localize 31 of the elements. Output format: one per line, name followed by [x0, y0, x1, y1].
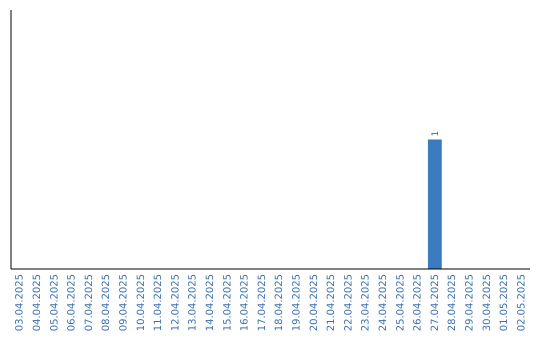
x-tick-label: 17.04.2025: [256, 274, 268, 332]
x-tick-label: 10.04.2025: [136, 274, 147, 332]
x-tick-label: 21.04.2025: [326, 274, 338, 332]
x-tick-label: 26.04.2025: [412, 274, 424, 332]
x-tick-label: 15.04.2025: [222, 274, 234, 332]
x-tick-label: 19.04.2025: [291, 274, 302, 332]
x-tick-label: 05.04.2025: [49, 274, 60, 332]
x-tick-label: 09.04.2025: [118, 274, 130, 332]
x-tick-label: 22.04.2025: [343, 274, 354, 332]
x-tick-label: 02.05.2025: [516, 274, 528, 332]
x-tick-label: 24.04.2025: [378, 274, 389, 332]
x-tick-label: 06.04.2025: [66, 274, 78, 332]
data-label: 1: [430, 130, 441, 136]
x-tick-label: 04.04.2025: [32, 274, 43, 332]
x-tick-label: 14.04.2025: [204, 274, 216, 332]
x-tick-label: 20.04.2025: [308, 274, 320, 332]
x-tick-label: 08.04.2025: [101, 274, 112, 332]
x-tick-label: 01.05.2025: [499, 274, 510, 332]
x-tick-label: 23.04.2025: [360, 274, 372, 332]
x-tick-label: 27.04.2025: [430, 274, 441, 332]
x-tick-label: 11.04.2025: [153, 274, 164, 332]
x-tick-label: 30.04.2025: [482, 274, 493, 332]
x-tick-label: 25.04.2025: [395, 274, 406, 332]
x-tick-label: 03.04.2025: [14, 274, 26, 332]
x-tick-label: 18.04.2025: [274, 274, 286, 332]
x-tick-label: 28.04.2025: [447, 274, 458, 332]
x-tick-label: 12.04.2025: [170, 274, 182, 332]
x-tick-label: 29.04.2025: [464, 274, 476, 332]
x-tick-label: 16.04.2025: [240, 274, 251, 332]
x-tick-label: 13.04.2025: [188, 274, 199, 332]
x-tick-label: 07.04.2025: [84, 274, 95, 332]
